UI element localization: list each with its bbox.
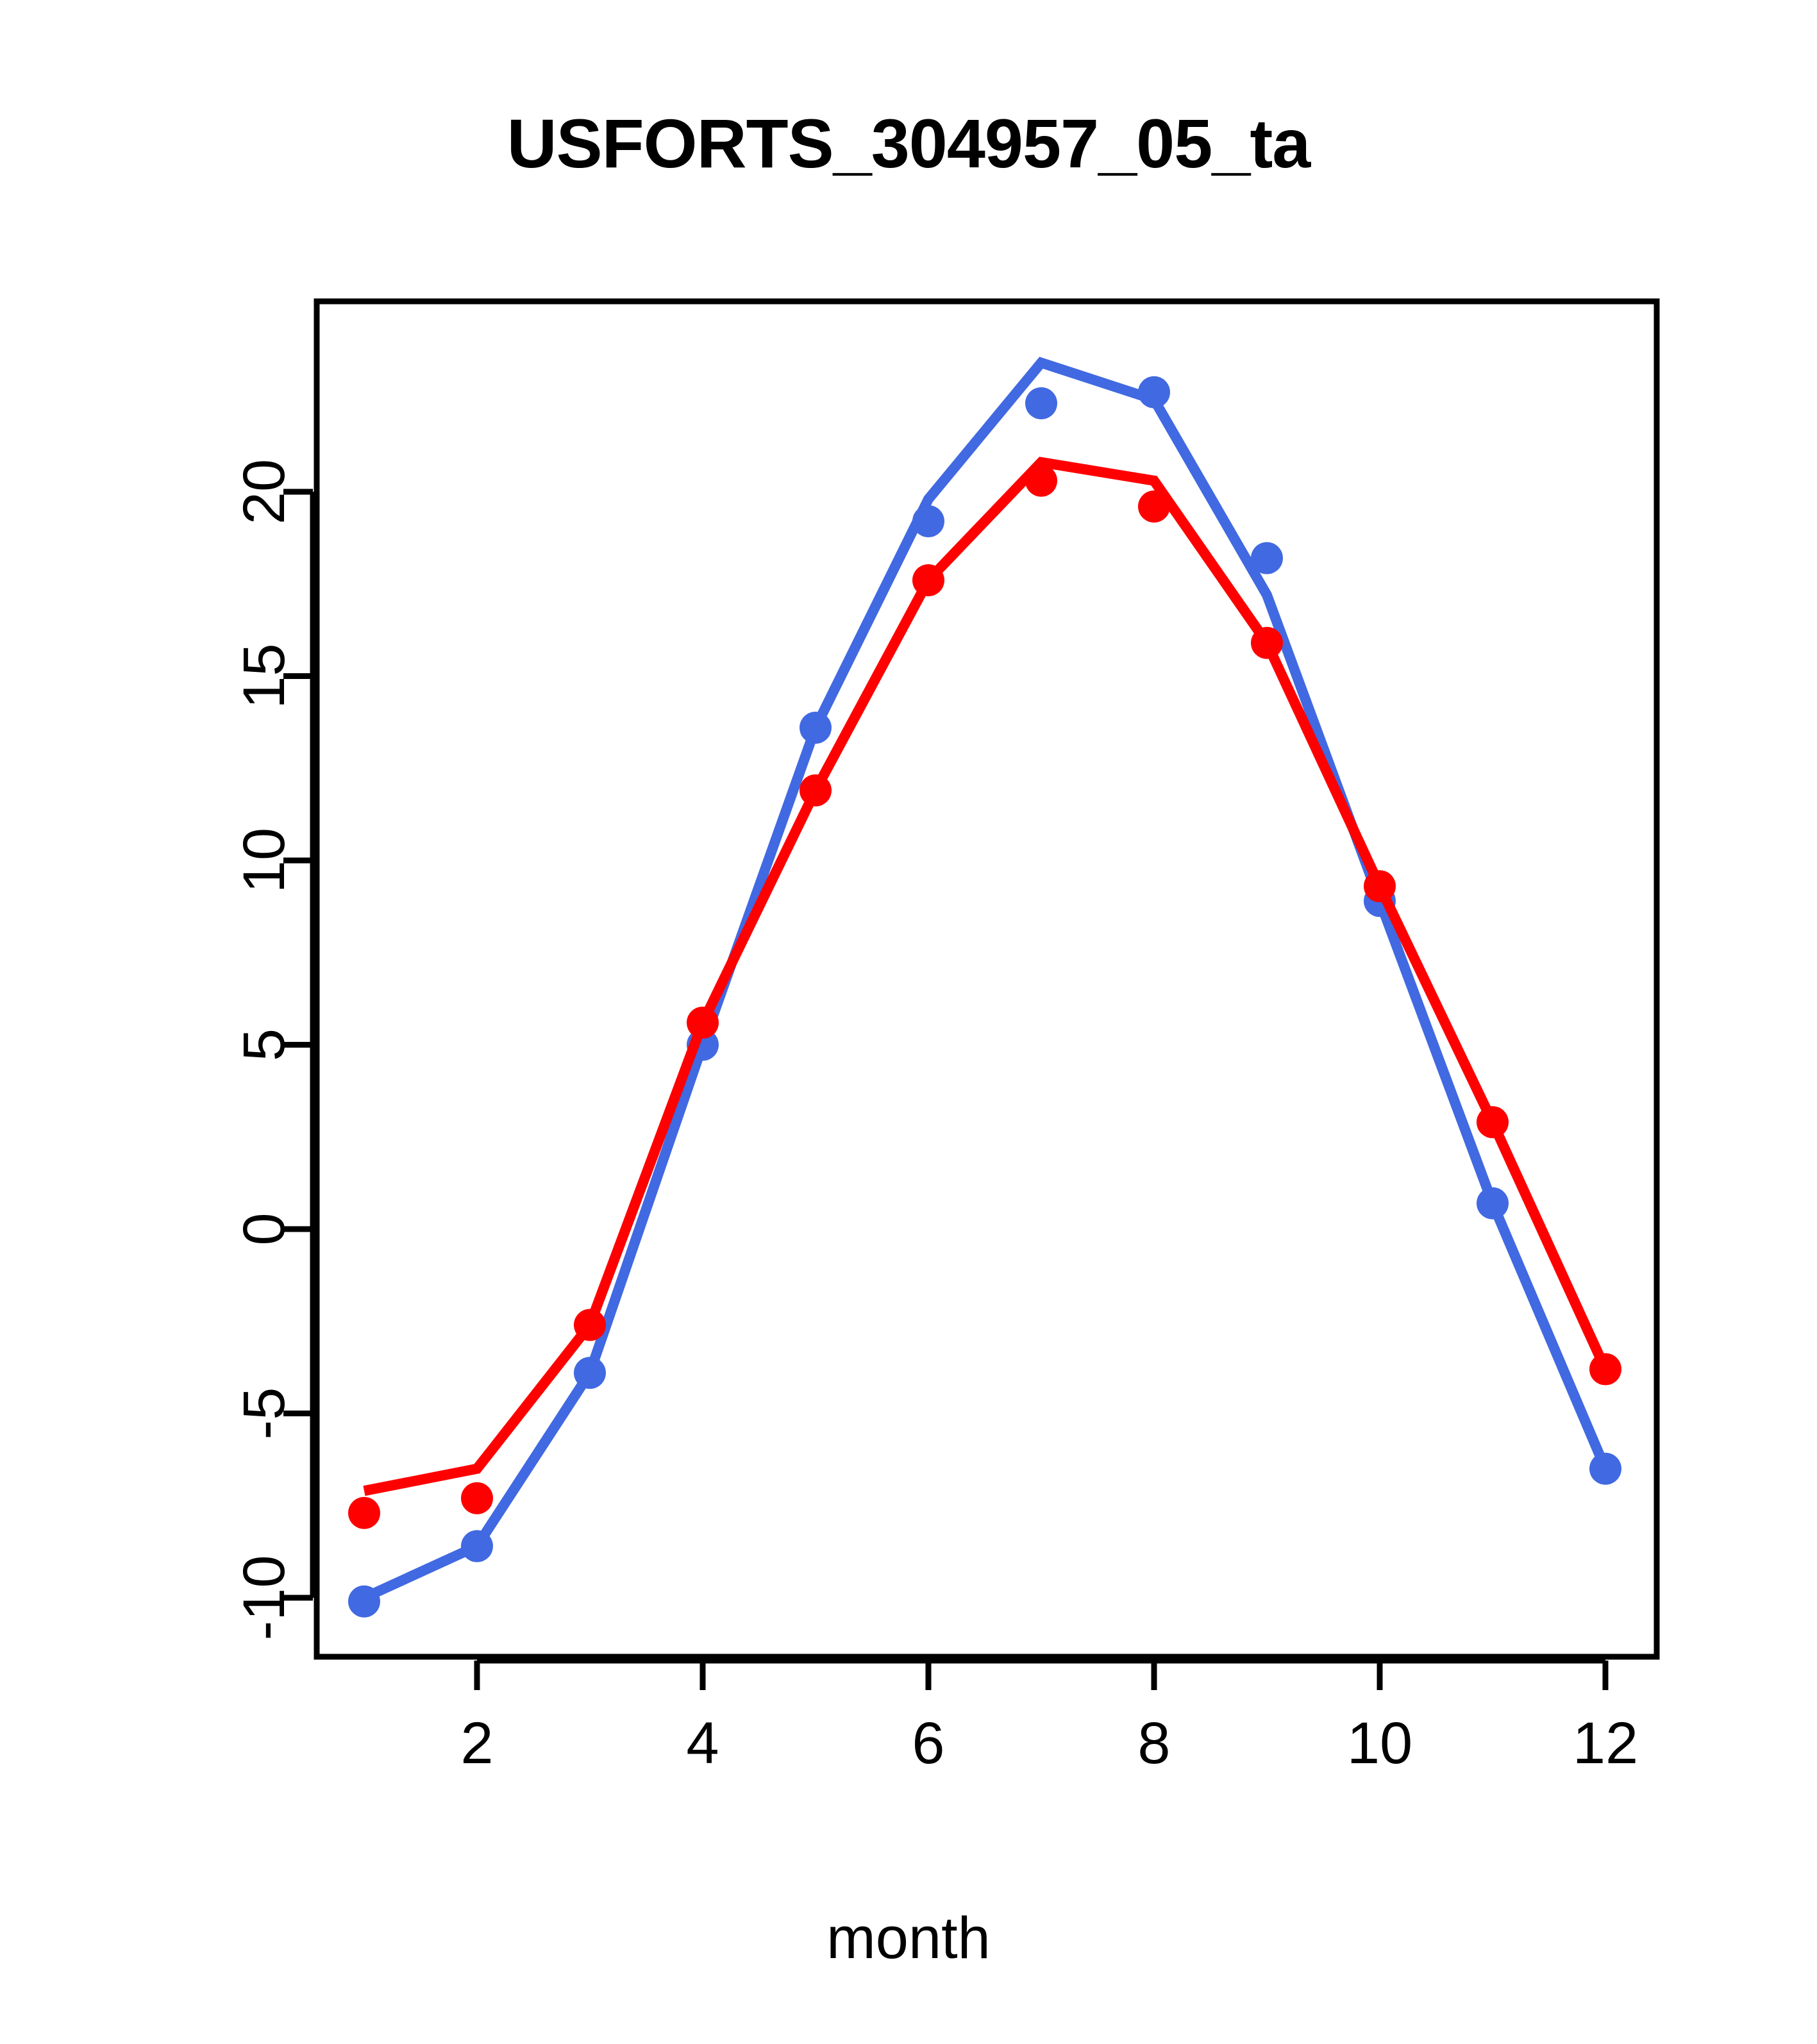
data-point [574,1357,606,1389]
series-points-red-points [348,464,1621,1529]
data-point [912,564,944,596]
x-axis-label: month [826,1906,991,1971]
data-point [1138,376,1170,408]
y-axis-tick-label: -5 [231,1387,297,1440]
x-axis-tick-label: 12 [1573,1711,1638,1776]
y-axis-tick-label: 5 [231,1028,297,1061]
data-point [574,1309,606,1341]
data-point [1589,1452,1621,1485]
plot-box [314,298,1660,1660]
data-point [1025,464,1057,497]
data-point [1477,1106,1509,1139]
data-point [1477,1187,1509,1219]
data-point [1025,387,1057,419]
data-point [348,1585,380,1618]
data-point [1364,870,1396,903]
y-axis-tick-label: 20 [231,459,297,524]
y-axis-tick-label: -10 [231,1555,297,1641]
data-point [1589,1353,1621,1386]
y-axis-tick-label: 0 [231,1212,297,1245]
series-line-red-line [363,457,1611,1496]
series-line-blue-line [362,356,1611,1603]
data-point [800,774,832,807]
data-point [1138,490,1170,523]
data-point [1251,626,1283,659]
data-point [912,505,944,537]
x-axis-tick-label: 8 [1137,1711,1170,1776]
x-axis-tick-label: 10 [1347,1711,1412,1776]
x-axis-tick-label: 2 [460,1711,493,1776]
x-axis-tick-label: 6 [912,1711,944,1776]
x-axis-tick-label: 4 [686,1711,719,1776]
data-point [1251,542,1283,574]
data-point [461,1530,493,1562]
data-point [348,1496,380,1529]
y-axis-tick-label: 10 [231,828,297,893]
page-title: USFORTS_304957_05_ta [507,105,1311,182]
data-point [687,1007,719,1039]
data-point [461,1482,493,1514]
y-axis-tick-label: 15 [231,643,297,708]
data-point [800,712,832,744]
